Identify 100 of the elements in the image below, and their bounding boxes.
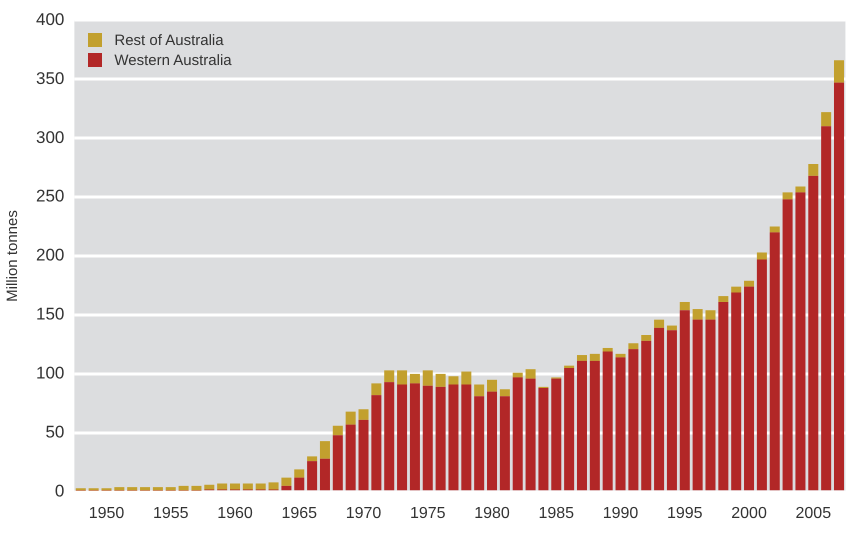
- bar: [680, 310, 690, 490]
- y-tick-label: 250: [36, 186, 64, 206]
- bar: [371, 383, 382, 396]
- bar: [191, 486, 202, 491]
- bar: [358, 420, 369, 490]
- bar: [744, 280, 754, 287]
- bar: [436, 374, 446, 387]
- bar: [718, 302, 728, 490]
- bar: [551, 378, 562, 490]
- bar: [564, 368, 574, 490]
- bar: [680, 302, 690, 310]
- bar: [281, 478, 292, 486]
- bar: [602, 348, 613, 352]
- bar: [127, 487, 138, 491]
- bar: [474, 384, 484, 396]
- bar: [397, 370, 408, 385]
- bar: [242, 484, 253, 490]
- bar: [628, 349, 638, 490]
- bar: [590, 360, 600, 490]
- bar: [718, 296, 728, 302]
- x-tick-label: 2000: [731, 504, 767, 522]
- bar: [782, 199, 793, 490]
- bar: [666, 326, 677, 330]
- y-tick-label: 300: [36, 128, 64, 147]
- x-tick-label: 1985: [538, 504, 574, 522]
- bar: [371, 395, 382, 490]
- bar: [602, 352, 613, 490]
- bar: [346, 424, 356, 490]
- bar: [448, 376, 458, 385]
- bar: [692, 320, 703, 490]
- bar: [692, 309, 703, 320]
- bar: [705, 310, 716, 320]
- bar: [770, 226, 780, 232]
- x-tick-label: 1970: [346, 504, 382, 522]
- y-tick-label: 100: [36, 364, 64, 383]
- bar: [834, 82, 844, 490]
- bar: [114, 487, 124, 491]
- bar: [564, 366, 574, 368]
- bar: [307, 461, 318, 490]
- bar: [512, 372, 523, 378]
- bar: [230, 484, 240, 490]
- bar: [320, 441, 330, 459]
- x-tick-label: 1960: [217, 504, 253, 522]
- bar: [332, 435, 343, 490]
- bar: [705, 320, 716, 490]
- bar: [487, 380, 498, 392]
- bar: [795, 192, 806, 490]
- x-tick-label: 1965: [281, 504, 318, 522]
- bar: [422, 370, 433, 386]
- bar: [500, 396, 510, 490]
- bar: [384, 370, 394, 382]
- x-tick-label: 1995: [666, 504, 703, 522]
- x-tick-label: 1975: [410, 504, 446, 522]
- bar: [410, 374, 420, 384]
- bar: [782, 192, 793, 200]
- bar: [795, 186, 806, 192]
- bar: [422, 386, 433, 490]
- bar: [731, 292, 742, 490]
- bar: [666, 330, 677, 490]
- bar: [487, 392, 498, 490]
- bar: [654, 320, 664, 328]
- bar: [641, 334, 652, 341]
- bar: [461, 372, 472, 385]
- bar: [461, 384, 472, 490]
- bar: [294, 478, 304, 490]
- bar: [474, 396, 484, 490]
- bar: [731, 286, 742, 293]
- bar: [628, 343, 638, 350]
- bar: [576, 360, 587, 490]
- bar: [152, 487, 163, 491]
- bar: [358, 409, 369, 420]
- x-tick-label: 2005: [796, 504, 832, 522]
- y-tick-label: 350: [36, 68, 64, 88]
- bar: [448, 384, 458, 490]
- bar: [808, 176, 818, 490]
- bar: [756, 252, 767, 260]
- y-tick-label: 400: [36, 10, 64, 29]
- bar: [744, 286, 754, 490]
- bar: [204, 484, 214, 490]
- bar: [526, 378, 536, 490]
- bar: [654, 328, 664, 490]
- bar: [756, 260, 767, 490]
- bar: [834, 60, 844, 83]
- y-tick-label: 200: [36, 246, 64, 265]
- legend-label: Western Australia: [114, 52, 232, 69]
- x-tick-label: 1950: [88, 504, 124, 522]
- bar: [616, 354, 626, 358]
- bar: [281, 486, 292, 490]
- bar: [538, 388, 548, 490]
- bar: [294, 469, 304, 478]
- bar: [526, 369, 536, 379]
- bar: [217, 484, 228, 490]
- bar: [268, 482, 279, 490]
- bar: [512, 377, 523, 490]
- bar: [346, 412, 356, 425]
- bar: [821, 126, 832, 490]
- bar: [332, 426, 343, 436]
- y-axis-title: Million tonnes: [4, 210, 22, 302]
- bar: [808, 164, 818, 176]
- x-tick-label: 1955: [152, 504, 189, 522]
